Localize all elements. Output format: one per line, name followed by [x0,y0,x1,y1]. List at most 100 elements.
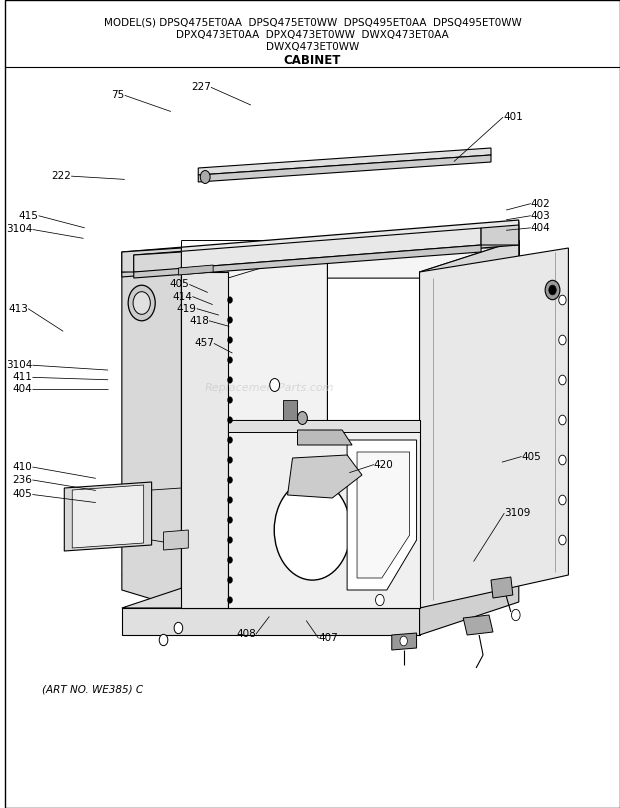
Circle shape [228,537,232,543]
Circle shape [228,517,232,524]
Text: (ART NO. WE385) C: (ART NO. WE385) C [42,685,143,695]
Circle shape [228,397,232,403]
Text: 420: 420 [374,460,394,469]
Polygon shape [228,248,327,608]
Text: DPXQ473ET0AA  DPXQ473ET0WW  DWXQ473ET0AA: DPXQ473ET0AA DPXQ473ET0WW DWXQ473ET0AA [176,30,449,40]
Polygon shape [288,455,362,498]
Polygon shape [283,400,298,420]
Circle shape [559,415,566,425]
Polygon shape [122,608,420,635]
Text: 405: 405 [170,280,189,289]
Text: 402: 402 [531,199,551,208]
Polygon shape [420,240,519,608]
Text: 401: 401 [503,112,523,122]
Polygon shape [491,577,513,598]
Circle shape [559,495,566,505]
Text: 457: 457 [194,339,214,348]
Circle shape [549,285,556,295]
Polygon shape [73,485,144,548]
Text: 418: 418 [189,316,209,326]
Text: 3109: 3109 [504,508,531,518]
Circle shape [228,577,232,583]
Circle shape [228,437,232,444]
Polygon shape [198,148,491,175]
Polygon shape [182,272,228,608]
Polygon shape [357,452,410,578]
Circle shape [228,317,232,323]
Polygon shape [463,615,493,635]
Polygon shape [420,575,519,635]
Circle shape [559,295,566,305]
Text: 414: 414 [172,292,192,301]
Text: 404: 404 [12,385,32,394]
Circle shape [274,480,350,580]
Circle shape [545,280,560,300]
Text: 407: 407 [319,633,339,643]
Text: ReplacementParts.com: ReplacementParts.com [205,383,334,393]
Circle shape [559,335,566,345]
Circle shape [228,597,232,604]
Text: 405: 405 [521,452,541,461]
Polygon shape [392,633,417,650]
Circle shape [174,622,183,633]
Polygon shape [134,252,182,272]
Text: CABINET: CABINET [284,54,341,67]
Text: 3104: 3104 [6,360,32,370]
Text: 413: 413 [8,304,28,314]
Polygon shape [228,420,420,608]
Circle shape [228,377,232,383]
Text: 411: 411 [12,372,32,382]
Circle shape [298,411,308,424]
Circle shape [228,497,232,503]
Circle shape [128,285,155,321]
Polygon shape [298,430,352,445]
Circle shape [159,634,168,646]
Circle shape [400,636,407,646]
Text: 405: 405 [12,490,32,499]
Polygon shape [134,245,481,278]
Text: 222: 222 [51,171,71,181]
Circle shape [228,477,232,483]
Polygon shape [134,228,481,272]
Polygon shape [228,248,519,278]
Circle shape [228,337,232,343]
Text: MODEL(S) DPSQ475ET0AA  DPSQ475ET0WW  DPSQ495ET0AA  DPSQ495ET0WW: MODEL(S) DPSQ475ET0AA DPSQ475ET0WW DPSQ4… [104,18,521,27]
Circle shape [559,535,566,545]
Circle shape [228,457,232,463]
Polygon shape [122,575,519,608]
Circle shape [228,417,232,423]
Polygon shape [420,248,569,608]
Text: 75: 75 [112,90,125,100]
Circle shape [512,609,520,621]
Polygon shape [228,420,420,432]
Circle shape [376,595,384,606]
Polygon shape [179,265,213,275]
Circle shape [559,375,566,385]
Text: 236: 236 [12,475,32,485]
Circle shape [228,297,232,303]
Polygon shape [182,222,519,272]
Polygon shape [164,530,188,550]
Polygon shape [122,248,182,272]
Polygon shape [347,440,417,590]
Polygon shape [122,252,182,608]
Text: 3104: 3104 [6,225,32,234]
Polygon shape [64,482,152,551]
Polygon shape [198,155,491,182]
Text: DWXQ473ET0WW: DWXQ473ET0WW [266,42,359,52]
Polygon shape [193,248,501,278]
Text: 410: 410 [12,462,32,472]
Circle shape [200,170,210,183]
Circle shape [559,455,566,465]
Text: 415: 415 [19,211,38,221]
Circle shape [270,378,280,391]
Text: 419: 419 [177,304,197,314]
Circle shape [133,292,150,314]
Polygon shape [481,225,519,245]
Text: 408: 408 [236,629,256,639]
Polygon shape [122,220,519,272]
Text: 403: 403 [531,211,551,221]
Text: 227: 227 [191,82,211,92]
Polygon shape [228,575,519,608]
Polygon shape [122,575,519,608]
